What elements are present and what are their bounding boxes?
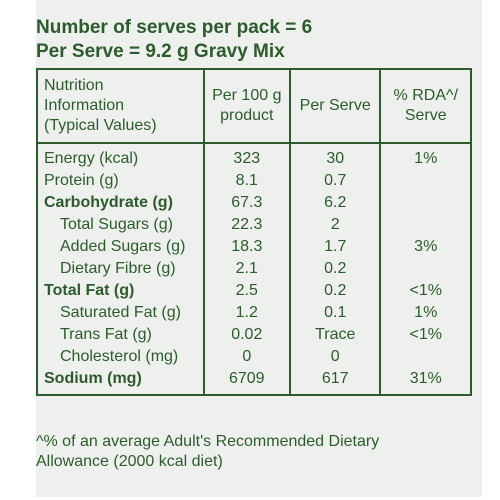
rda-footnote: ^% of an average Adult's Recommended Die… [36, 433, 380, 470]
table-header-row: Nutrition Information (Typical Values) P… [36, 68, 472, 144]
table-row: Trans Fat (g) 0.02 Trace <1% [36, 324, 472, 346]
per-100g-value: 2.5 [202, 280, 291, 302]
rda-value [379, 346, 472, 368]
per-100g-value: 22.3 [202, 214, 291, 236]
rda-value: <1% [379, 280, 472, 302]
rda-value: 3% [379, 236, 472, 258]
column-header-per-serve: Per Serve [288, 68, 382, 144]
per-100g-value: 323 [202, 143, 291, 170]
per-serve-value: 0.1 [288, 302, 382, 324]
per-100g-value: 2.1 [202, 258, 291, 280]
nutrient-name: Carbohydrate (g) [36, 192, 205, 214]
per-serve-value: 0.2 [288, 280, 382, 302]
nutrient-name: Added Sugars (g) [36, 236, 205, 258]
nutrient-name: Protein (g) [36, 170, 205, 192]
per-100g-value: 67.3 [202, 192, 291, 214]
rda-value: 1% [379, 302, 472, 324]
per-serve-value: 6.2 [288, 192, 382, 214]
rda-value [379, 258, 472, 280]
nutrient-name: Saturated Fat (g) [36, 302, 205, 324]
nutrient-name: Total Sugars (g) [36, 214, 205, 236]
table-row: Total Sugars (g) 22.3 2 [36, 214, 472, 236]
per-serve-value: 2 [288, 214, 382, 236]
column-header-per-100g: Per 100 g product [202, 68, 291, 144]
per-serve-value: 30 [288, 143, 382, 170]
nutrient-name: Sodium (mg) [36, 368, 205, 395]
per-serve-value: 1.7 [288, 236, 382, 258]
table-row: Carbohydrate (g) 67.3 6.2 [36, 192, 472, 214]
rda-value: <1% [379, 324, 472, 346]
table-row: Energy (kcal) 323 30 1% [36, 143, 472, 170]
table-row: Dietary Fibre (g) 2.1 0.2 [36, 258, 472, 280]
rda-value: 1% [379, 143, 472, 170]
nutrition-label: Number of serves per pack = 6 Per Serve … [36, 0, 482, 497]
table-row: Saturated Fat (g) 1.2 0.1 1% [36, 302, 472, 324]
rda-value: 31% [379, 368, 472, 395]
per-serve-value: 0.2 [288, 258, 382, 280]
per-100g-value: 0 [202, 346, 291, 368]
nutrient-name: Total Fat (g) [36, 280, 205, 302]
per-100g-value: 1.2 [202, 302, 291, 324]
per-serve-value: 0.7 [288, 170, 382, 192]
nutrient-name: Dietary Fibre (g) [36, 258, 205, 280]
nutrition-table: Nutrition Information (Typical Values) P… [36, 68, 472, 396]
per-100g-value: 0.02 [202, 324, 291, 346]
table-row: Total Fat (g) 2.5 0.2 <1% [36, 280, 472, 302]
per-100g-value: 18.3 [202, 236, 291, 258]
table-row: Added Sugars (g) 18.3 1.7 3% [36, 236, 472, 258]
table-row: Protein (g) 8.1 0.7 [36, 170, 472, 192]
per-serve-value: 0 [288, 346, 382, 368]
per-serve-size: Per Serve = 9.2 g Gravy Mix [36, 41, 285, 62]
rda-value [379, 214, 472, 236]
column-header-rda: % RDA^/ Serve [379, 68, 472, 144]
serves-per-pack: Number of serves per pack = 6 [36, 17, 313, 38]
rda-value [379, 170, 472, 192]
per-serve-value: 617 [288, 368, 382, 395]
nutrient-name: Cholesterol (mg) [36, 346, 205, 368]
per-100g-value: 8.1 [202, 170, 291, 192]
per-100g-value: 6709 [202, 368, 291, 395]
nutrient-name: Trans Fat (g) [36, 324, 205, 346]
per-serve-value: Trace [288, 324, 382, 346]
table-row: Sodium (mg) 6709 617 31% [36, 368, 472, 395]
nutrient-name: Energy (kcal) [36, 143, 205, 170]
column-header-nutrient: Nutrition Information (Typical Values) [36, 68, 205, 144]
rda-value [379, 192, 472, 214]
table-row: Cholesterol (mg) 0 0 [36, 346, 472, 368]
